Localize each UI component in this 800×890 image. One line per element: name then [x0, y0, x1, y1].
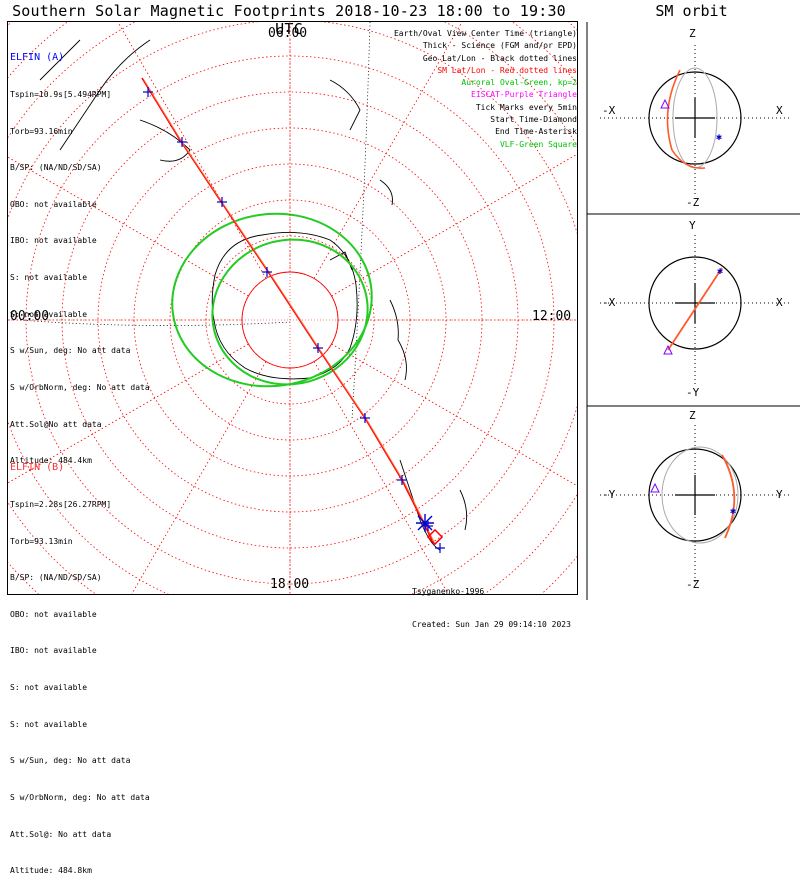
elfin-a-line: Torb=93.16min [10, 126, 73, 136]
elfin-b-line: IBO: not available [10, 646, 97, 656]
elfin-a-line: Att.Sol@No att data [10, 419, 102, 429]
map-label-top: 06:00 [268, 26, 308, 41]
credits: Tsyganenko-1996 Created: Sun Jan 29 09:1… [412, 564, 571, 641]
elfin-a-line: S w/OrbNorm, deg: No att data [10, 382, 150, 392]
tick-mark [262, 267, 272, 277]
tick-mark [313, 343, 323, 353]
orbit2-top: Y [689, 219, 696, 232]
elfin-a-info: ELFIN (A) Tspin=10.9s[5.494RPM] Torb=93.… [10, 28, 150, 480]
elfin-b-line: S w/OrbNorm, deg: No att data [10, 792, 150, 802]
legend-entry: Thick - Science (FGM and/or EPD) [422, 41, 577, 51]
orbit3-right: Y [776, 488, 783, 501]
sm-lon-line [131, 361, 267, 594]
elfin-a-line: S: not available [10, 309, 88, 319]
svg-text:✱: ✱ [717, 266, 723, 277]
elfin-a-line: B/SP: (NA/ND/SD/SA) [10, 163, 102, 173]
footprint-figure: ✱ ✱ ✱ [7, 21, 800, 600]
sm-lon-line [8, 343, 249, 484]
orbit1-bottom: -Z [686, 196, 700, 209]
orbit1-left: -X [602, 104, 616, 117]
tick-mark [397, 475, 407, 485]
orbit-panel-title: SM orbit [655, 2, 728, 20]
tick-mark [435, 543, 445, 553]
elfin-a-line: S: not available [10, 273, 88, 283]
elfin-b-line: Altitude: 484.8km [10, 866, 92, 876]
map-frame [7, 21, 578, 595]
orbit-panel-xy: ✱ [600, 235, 790, 385]
svg-text:✱: ✱ [716, 132, 722, 143]
svg-text:✱: ✱ [730, 506, 736, 517]
orbit3-bottom: -Z [686, 578, 700, 591]
elfin-a-track [141, 77, 433, 541]
model-label: Tsyganenko-1996 [412, 587, 485, 596]
elfin-a-line: IBO: not available [10, 236, 97, 246]
elfin-b-info: ELFIN (B) Tspin=2.28s[26.27RPM] Torb=93.… [10, 438, 150, 890]
legend-entry: SM Lat/Lon - Red dotted lines [437, 65, 577, 75]
elfin-b-track [143, 79, 435, 543]
polar-map [8, 22, 577, 594]
elfin-b-line: Att.Sol@: No att data [10, 829, 112, 839]
legend-entry: Earth/Oval View Center Time (triangle) [393, 29, 577, 38]
elfin-b-line: Tspin=2.28s[26.27RPM] [10, 500, 112, 510]
elfin-a-line: OBO: not available [10, 199, 97, 209]
elfin-b-line: S w/Sun, deg: No att data [10, 756, 131, 766]
legend-entry: Start Time-Diamond [490, 115, 577, 125]
elfin-b-name: ELFIN (B) [10, 462, 65, 474]
legend-entry: Geo Lat/Lon - Black dotted lines [422, 53, 577, 63]
tick-mark [177, 137, 187, 147]
orbit3-left: -Y [602, 488, 616, 501]
end-time-asterisk [416, 514, 434, 532]
elfin-a-name: ELFIN (A) [10, 52, 65, 64]
map-label-left: 00:00 [10, 309, 50, 324]
legend: Earth/Oval View Center Time (triangle) Th… [394, 28, 577, 151]
elfin-a-line: Altitude: 484.4km [10, 456, 92, 466]
auroral-oval [171, 212, 373, 388]
legend-entry: EISCAT-Purple Triangle [471, 90, 577, 100]
orbit-panel-yz: ✱ [600, 425, 790, 585]
elfin-b-line: S: not available [10, 683, 88, 693]
elfin-a-line: Tspin=10.9s[5.494RPM] [10, 90, 112, 100]
tick-mark [143, 87, 153, 97]
orbit1-right: X [776, 104, 783, 117]
sm-lon-line [117, 22, 267, 279]
orbit2-bottom: -Y [686, 386, 700, 399]
legend-entry: VLF-Green Square [499, 139, 577, 149]
elfin-b-line: Torb=93.13min [10, 536, 73, 546]
elfin-b-line: OBO: not available [10, 609, 97, 619]
created-label: Created: Sun Jan 29 09:14:10 2023 [412, 620, 571, 629]
legend-entry: End Time-Asterisk [495, 127, 577, 137]
tick-mark [360, 413, 370, 423]
elfin-b-line: S: not available [10, 719, 88, 729]
elfin-a-line: S w/Sun, deg: No att data [10, 346, 131, 356]
coastlines [39, 39, 468, 551]
orbit2-right: X [776, 296, 783, 309]
legend-entry: Tick Marks every 5min [475, 102, 577, 112]
sm-lon-line [313, 361, 449, 594]
elfin-b-line: B/SP: (NA/ND/SD/SA) [10, 573, 102, 583]
sm-lon-line [313, 22, 463, 279]
sm-lon-line [331, 343, 577, 487]
orbit2-left: -X [602, 296, 616, 309]
orbit-panel-xz: ✱ [600, 45, 790, 195]
map-label-bottom: 18:00 [270, 577, 310, 592]
map-label-right: 12:00 [532, 309, 572, 324]
sm-lon-line [331, 153, 577, 297]
sm-lon-line [8, 156, 249, 297]
page-title: Southern Solar Magnetic Footprints 2018-… [12, 2, 566, 38]
orbit3-top: Z [689, 409, 696, 422]
tick-mark [217, 197, 227, 207]
orbit1-top: Z [689, 27, 696, 40]
start-time-diamond [426, 528, 444, 546]
geo-latlon-grid [19, 22, 371, 421]
legend-entry: Auroral Oval-Green, kp=2 [461, 78, 577, 88]
